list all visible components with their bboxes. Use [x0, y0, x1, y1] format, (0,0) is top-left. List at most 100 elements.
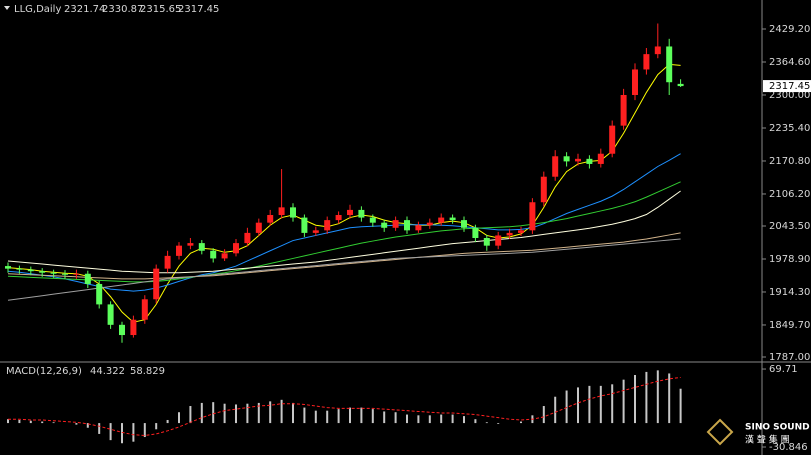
macd-bar [314, 410, 317, 424]
macd-bar [166, 419, 169, 424]
candle-body [301, 217, 308, 233]
macd-bar [109, 423, 112, 441]
candle-body [540, 176, 547, 203]
macd-bar [520, 421, 522, 424]
candle-body [529, 202, 536, 231]
macd-bar [155, 423, 158, 430]
candle-body [210, 250, 217, 259]
candle-body [369, 217, 376, 223]
candle-body [96, 283, 103, 305]
macd-bar [371, 409, 374, 424]
candle-body [312, 230, 319, 233]
y-tick-label: 2235.40 [769, 123, 810, 134]
macd-bar [86, 423, 89, 428]
macd-bar [75, 423, 78, 425]
y-tick-label: 2043.50 [769, 221, 810, 232]
macd-bar [98, 423, 101, 434]
candle-body [347, 209, 353, 216]
candle-body [244, 232, 251, 244]
candle-body [449, 217, 456, 221]
ohlc-value: 2330.87 [102, 4, 143, 15]
logo-icon [706, 418, 734, 446]
macd-bar [588, 385, 591, 424]
candle-body [130, 319, 137, 336]
macd-bar [280, 399, 283, 424]
candle-body [198, 243, 205, 251]
macd-bar [679, 388, 682, 424]
candle-body [415, 225, 422, 231]
macd-title: MACD(12,26,9) [6, 366, 82, 377]
ohlc-value: 2317.45 [178, 4, 219, 15]
candle-body [483, 237, 490, 246]
candle-body [426, 222, 433, 226]
logo-name: SINO SOUND [745, 423, 810, 433]
line [7, 181, 681, 283]
candle-body [27, 269, 34, 272]
candle-body [221, 253, 228, 259]
macd-bar [360, 407, 363, 424]
macd-bar [406, 414, 408, 424]
macd-bar [554, 396, 557, 424]
candle-body [267, 215, 274, 223]
candle-body [62, 273, 68, 275]
line [8, 376, 681, 436]
macd-bar [394, 412, 397, 424]
candle-body [164, 255, 171, 269]
candle-body [39, 271, 46, 273]
macd-bar [497, 423, 500, 424]
candle-body [358, 209, 365, 218]
macd-bar [326, 410, 329, 424]
candle-body [187, 243, 194, 246]
macd-bar [121, 423, 123, 444]
macd-bar [349, 407, 351, 424]
candle-body [461, 220, 467, 228]
macd-bar [7, 419, 9, 424]
candle-body [290, 207, 296, 218]
y-tick-label: 69.71 [769, 364, 798, 375]
macd-bar [668, 373, 671, 424]
line [7, 190, 681, 274]
macd-bar [485, 422, 488, 424]
candle-body [73, 273, 80, 275]
y-tick-label: 2429.20 [769, 24, 810, 35]
line [7, 63, 681, 323]
y-tick-label: 1787.00 [769, 352, 810, 363]
candle-body [176, 245, 182, 256]
macd-bar [577, 387, 579, 424]
macd-bar [269, 401, 272, 424]
macd-bar [463, 416, 465, 424]
candle-body [563, 156, 570, 162]
macd-bar [189, 406, 192, 424]
macd-bar [41, 421, 44, 424]
candle-body [597, 153, 604, 164]
macd-bar [29, 420, 32, 424]
logo-subtitle: 漢 聲 集 團 [745, 434, 790, 446]
macd-bar [200, 402, 203, 424]
macd-bar [474, 419, 477, 424]
menu-triangle [4, 6, 10, 10]
ohlc-value: 2321.74 [64, 4, 105, 15]
macd-bar [132, 423, 135, 442]
candle-body [620, 94, 627, 126]
macd-bar [337, 409, 340, 424]
macd-bar [257, 402, 260, 424]
candle-body [324, 220, 331, 231]
candle-body [5, 266, 11, 269]
y-tick-label: 2106.20 [769, 189, 810, 200]
macd-bar [303, 407, 306, 424]
candle-body [654, 46, 661, 55]
candle-body [50, 272, 57, 274]
line [7, 238, 681, 301]
candle-body [609, 125, 616, 154]
y-tick-label: 1914.30 [769, 287, 810, 298]
y-tick-label: 2300.00 [769, 90, 810, 101]
macd-bar [656, 370, 659, 424]
candle-body [335, 215, 342, 221]
candle-body [153, 268, 160, 300]
candle-body [119, 324, 125, 336]
macd-bar [417, 415, 420, 424]
candle-body [438, 217, 445, 223]
y-tick-label: 1978.90 [769, 254, 810, 265]
